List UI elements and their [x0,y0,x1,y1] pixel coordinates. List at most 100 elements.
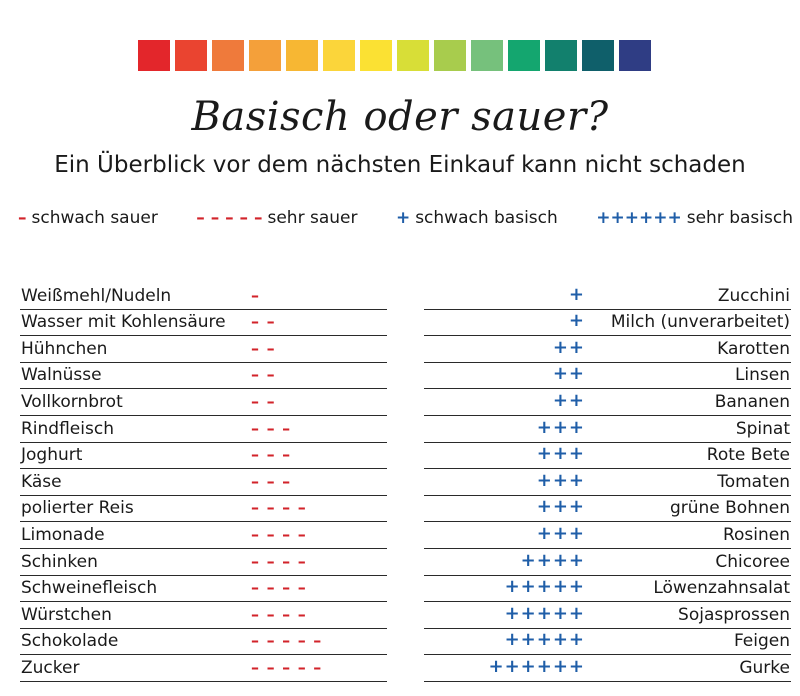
food-name: Käse [21,471,62,492]
legend-item: + schwach basisch [396,208,558,228]
table-row: Löwenzahnsalat +++++ [424,576,791,603]
food-name: grüne Bohnen [669,498,790,519]
food-name: Zucker [21,657,80,678]
legend-symbol: – – – – – [196,208,263,228]
page-title: Basisch oder sauer? [191,94,609,140]
page-subtitle: Ein Überblick vor dem nächsten Einkauf k… [54,152,746,178]
scale-swatch [323,40,355,71]
table-row: Walnüsse – – [20,363,387,390]
table-row: Chicoree ++++ [424,549,791,576]
alkalinity-symbol: +++ [536,522,585,544]
alkalinity-symbol: ++++++ [488,655,585,677]
acidity-symbol: – – – – [251,498,307,518]
food-name: Rindfleisch [21,418,114,439]
acidity-symbol: – – – [251,471,292,491]
table-row: Zucchini + [424,283,791,310]
scale-swatch [434,40,466,71]
legend-symbol: – [18,208,27,228]
food-name: Würstchen [21,604,112,625]
legend-label: schwach sauer [31,208,158,228]
scale-swatch [249,40,281,71]
table-row: Tomaten +++ [424,469,791,496]
acidity-symbol: – – [251,312,276,332]
food-name: Spinat [735,418,790,439]
table-row: polierter Reis – – – – [20,496,387,523]
food-name: Rote Bete [706,445,790,466]
acidity-symbol: – – – – [251,524,307,544]
table-row: Karotten ++ [424,336,791,363]
alkalinity-symbol: ++ [552,336,585,358]
acidity-symbol: – – – [251,418,292,438]
food-name: Vollkornbrot [21,391,123,412]
food-name: Schokolade [21,631,119,652]
table-row: Rote Bete +++ [424,443,791,470]
legend-label: sehr basisch [686,208,793,228]
table-row: Linsen ++ [424,363,791,390]
alkalinity-symbol: + [568,283,585,305]
food-name: Weißmehl/Nudeln [21,285,172,306]
acidity-symbol: – [251,285,260,305]
basic-list: Zucchini + Milch (unverarbeitet) + Karotten +… [424,283,791,682]
ph-color-scale [138,40,651,71]
food-name: Tomaten [717,471,790,492]
alkalinity-symbol: ++ [552,389,585,411]
acidity-symbol: – – [251,338,276,358]
acidity-symbol: – – – – [251,551,307,571]
acidity-symbol: – – [251,365,276,385]
alkalinity-symbol: +++ [536,496,585,518]
legend-symbol: + [395,208,411,228]
acidity-symbol: – – – – – [251,631,323,651]
legend-item: ++++++ sehr basisch [596,208,793,228]
acidity-symbol: – – [251,391,276,411]
alkalinity-symbol: ++++ [520,549,585,571]
acidity-symbol: – – – [251,445,292,465]
food-name: Chicoree [715,551,790,572]
food-name: Schinken [21,551,98,572]
food-name: Bananen [714,391,790,412]
table-row: grüne Bohnen +++ [424,496,791,523]
alkalinity-symbol: +++++ [504,602,585,624]
table-row: Zucker – – – – – [20,655,387,682]
scale-swatch [582,40,614,71]
table-row: Vollkornbrot – – [20,389,387,416]
table-row: Wasser mit Kohlensäure – – [20,310,387,337]
food-name: Hühnchen [21,338,108,359]
legend-label: sehr sauer [267,208,358,228]
food-name: Karotten [717,338,790,359]
table-row: Bananen ++ [424,389,791,416]
table-row: Käse – – – [20,469,387,496]
table-row: Joghurt – – – [20,443,387,470]
food-name: Schweinefleisch [21,578,158,599]
food-name: polierter Reis [21,498,134,519]
food-name: Gurke [739,657,790,678]
acidity-symbol: – – – – [251,604,307,624]
scale-swatch [175,40,207,71]
table-row: Limonade – – – – [20,522,387,549]
table-row: Hühnchen – – [20,336,387,363]
table-row: Schokolade – – – – – [20,629,387,656]
table-row: Gurke ++++++ [424,655,791,682]
scale-swatch [360,40,392,71]
legend: – schwach sauer – – – – – sehr sauer + schwac… [18,208,793,228]
scale-swatch [619,40,651,71]
food-name: Milch (unverarbeitet) [610,312,790,333]
alkalinity-symbol: + [568,310,585,332]
alkalinity-symbol: ++ [552,363,585,385]
table-row: Milch (unverarbeitet) + [424,310,791,337]
food-name: Feigen [733,631,790,652]
acidity-symbol: – – – – – [251,657,323,677]
food-name: Rosinen [722,524,790,545]
legend-item: – schwach sauer [18,208,158,228]
acidic-list: Weißmehl/Nudeln – Wasser mit Kohlensäure – … [20,283,387,682]
food-name: Zucchini [717,285,790,306]
scale-swatch [508,40,540,71]
table-row: Feigen +++++ [424,629,791,656]
food-name: Löwenzahnsalat [653,578,790,599]
scale-swatch [471,40,503,71]
food-name: Linsen [734,365,790,386]
table-row: Rosinen +++ [424,522,791,549]
legend-item: – – – – – sehr sauer [196,208,357,228]
scale-swatch [212,40,244,71]
food-name: Wasser mit Kohlensäure [21,312,226,333]
table-row: Schinken – – – – [20,549,387,576]
